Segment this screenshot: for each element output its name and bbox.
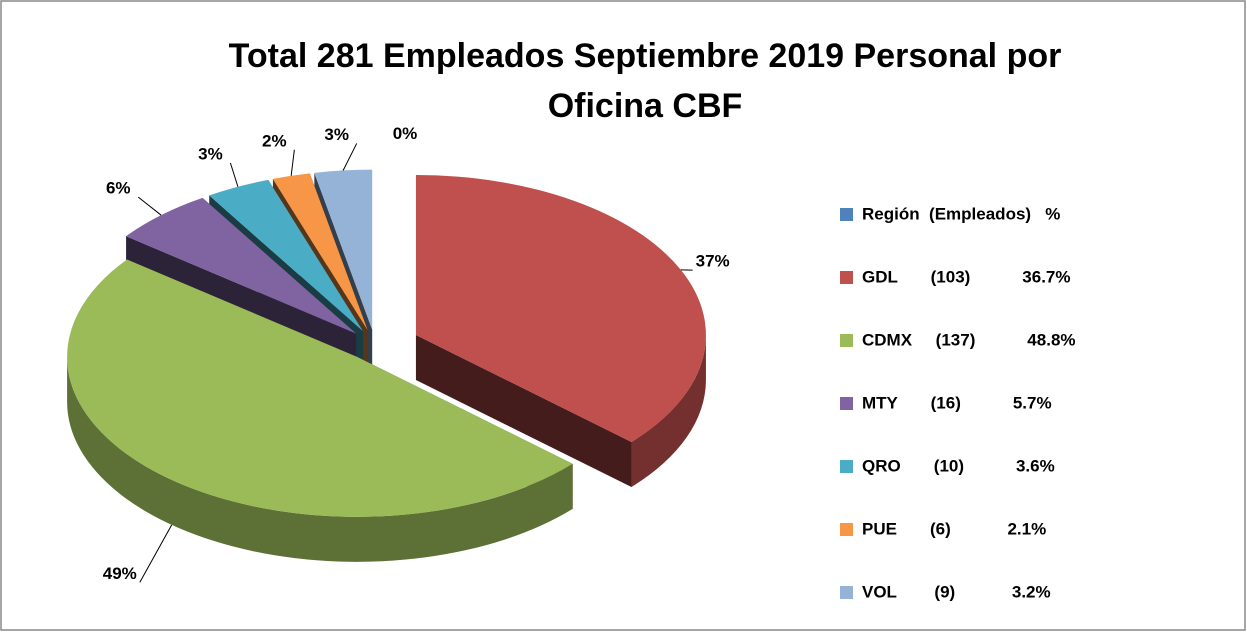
legend-label: GDL (103) 36.7% <box>862 267 1070 286</box>
legend-label: Región (Empleados) % <box>862 204 1060 223</box>
legend-label: QRO (10) 3.6% <box>862 456 1055 475</box>
chart-title: Oficina CBF <box>548 87 743 125</box>
leader-line <box>139 524 173 583</box>
data-label: 49% <box>103 564 137 583</box>
data-label: 0% <box>393 124 418 143</box>
legend-label: CDMX (137) 48.8% <box>862 330 1076 349</box>
slice-side <box>67 356 573 562</box>
slice <box>314 169 373 330</box>
legend-swatch <box>840 334 853 347</box>
data-label: 37% <box>696 252 730 271</box>
data-label: 3% <box>198 144 223 163</box>
leader-line <box>137 196 162 216</box>
legend-swatch <box>840 271 853 284</box>
data-label: 2% <box>262 131 287 150</box>
legend-swatch <box>840 397 853 410</box>
legend-label: VOL (9) 3.2% <box>862 582 1051 601</box>
slice <box>67 259 573 517</box>
data-label: 3% <box>324 125 349 144</box>
slice <box>209 179 363 332</box>
slice-wall <box>415 334 632 488</box>
data-label: 6% <box>106 179 131 198</box>
leader-line <box>342 143 358 171</box>
chart-title: Total 281 Empleados Septiembre 2019 Pers… <box>229 37 1062 75</box>
slice <box>415 174 706 443</box>
legend-label: PUE (6) 2.1% <box>862 519 1046 538</box>
legend-swatch <box>840 460 853 473</box>
legend-label: MTY (16) 5.7% <box>862 393 1052 412</box>
legend-swatch <box>840 586 853 599</box>
legend-swatch <box>840 523 853 536</box>
slice <box>126 197 357 334</box>
leader-line <box>290 149 295 176</box>
slice-side <box>631 334 706 488</box>
leader-line <box>229 162 239 187</box>
legend-swatch <box>840 208 853 221</box>
slice <box>272 173 368 331</box>
